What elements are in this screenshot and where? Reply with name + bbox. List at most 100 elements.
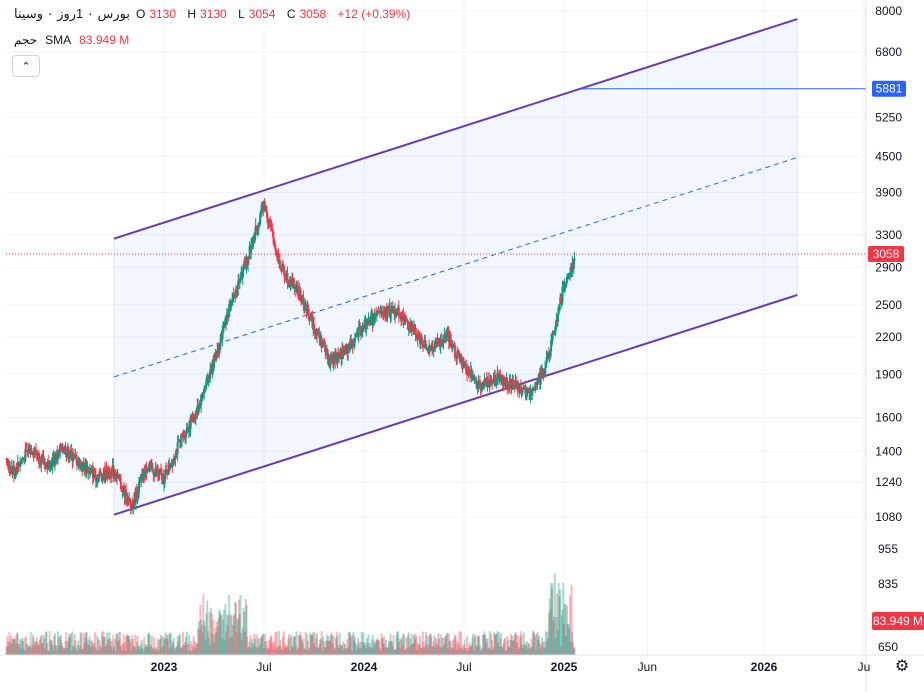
candle-body — [61, 444, 64, 452]
volume-bar — [22, 641, 25, 655]
volume-bar — [197, 628, 200, 655]
volume-bar — [406, 647, 409, 655]
volume-bar — [68, 633, 71, 655]
volume-bar — [63, 648, 65, 655]
candle-body — [338, 353, 341, 357]
volume-bar — [572, 642, 575, 655]
volume-bar — [91, 642, 94, 655]
volume-bar — [250, 638, 253, 655]
volume-bar — [36, 641, 39, 655]
parallel-channel[interactable] — [113, 18, 798, 516]
price-tick-label: 8000 — [875, 4, 902, 18]
volume-bar — [340, 645, 343, 655]
volume-bar — [27, 648, 30, 655]
volume-bar — [38, 640, 41, 655]
price-axis[interactable]: 8000 6800 5250 4500 3900 3300 2900 2500 2200 1900… — [865, 0, 902, 692]
volume-bar — [106, 640, 109, 655]
volume-bar — [171, 640, 174, 655]
candle-body — [234, 289, 237, 299]
candle-body — [418, 333, 421, 335]
volume-bar — [448, 640, 451, 655]
price-tick-label: 2500 — [875, 298, 902, 312]
volume-bar — [547, 613, 550, 655]
candle-body — [421, 343, 424, 345]
volume-bar — [397, 631, 400, 655]
candle-body — [318, 331, 321, 339]
volume-bar — [521, 644, 524, 655]
volume-bar — [165, 638, 168, 655]
volume-bar — [373, 644, 376, 655]
volume-bar — [23, 637, 26, 655]
volume-bar — [391, 645, 394, 655]
volume-bar — [31, 634, 34, 655]
volume-label: حجم — [14, 33, 38, 47]
collapse-legend-button[interactable]: ⌃ — [12, 55, 40, 77]
volume-bar — [405, 637, 408, 655]
volume-bar — [234, 601, 237, 655]
candle-body — [82, 461, 85, 466]
volume-bar — [173, 649, 176, 655]
volume-tick-label: 955 — [878, 542, 898, 556]
volume-bar — [441, 646, 444, 655]
candle-body — [175, 450, 178, 459]
volume-sma-badge — [872, 612, 924, 630]
volume-bar — [421, 641, 424, 655]
volume-bar — [525, 641, 528, 655]
volume-bar — [279, 640, 282, 655]
volume-bar — [334, 638, 337, 655]
candle-body — [125, 490, 128, 504]
candle-body — [38, 452, 40, 464]
candle-body — [401, 312, 404, 314]
channel-median-line — [113, 157, 798, 378]
volume-bar — [188, 634, 190, 655]
volume-bar — [371, 648, 374, 655]
volume-bar — [51, 644, 54, 655]
volume-bar — [111, 649, 114, 655]
volume-bar — [294, 645, 297, 655]
symbol-title[interactable]: بورس ۰ 1روز ۰ وسینا — [14, 6, 130, 21]
volume-bar — [236, 619, 239, 655]
candle-body — [553, 330, 556, 334]
volume-bar — [11, 638, 14, 655]
volume-bar — [41, 643, 44, 655]
candle-body — [93, 469, 96, 475]
candle-body — [565, 282, 568, 286]
candle-body — [515, 380, 518, 383]
candle-body — [549, 351, 552, 354]
volume-bar — [298, 635, 301, 655]
volume-bar — [355, 649, 358, 655]
volume-bar — [259, 637, 262, 655]
volume-bar — [423, 645, 426, 655]
candle-body — [495, 379, 498, 382]
volume-bar — [255, 634, 258, 655]
candle-body — [201, 393, 204, 399]
volume-bar — [321, 650, 324, 655]
candle-body — [425, 345, 428, 348]
candle-body — [107, 466, 110, 476]
sma-value: 83.949 M — [79, 33, 130, 47]
candle-body — [69, 449, 72, 456]
time-tick-label: 2023 — [151, 660, 178, 674]
candle-body — [345, 344, 348, 348]
candle-body — [402, 313, 405, 321]
volume-legend[interactable]: حجم SMA 83.949 M — [14, 33, 129, 47]
channel-upper-line — [113, 18, 798, 240]
candle-body — [169, 467, 172, 469]
candle-body — [357, 327, 360, 337]
volume-bar — [325, 634, 328, 655]
candle-body — [150, 462, 153, 467]
time-tick-label: Ju — [858, 660, 871, 674]
candle-body — [388, 305, 391, 317]
volume-bar — [9, 636, 12, 655]
volume-bar — [309, 634, 312, 655]
candle-body — [362, 325, 365, 327]
chart-settings-button[interactable]: ⚙ — [892, 656, 912, 676]
volume-bar — [404, 649, 407, 655]
volume-bar — [504, 650, 507, 655]
candle-body — [563, 284, 566, 290]
time-axis[interactable]: 20222023Jul2024Jul2025Jun2026Ju — [0, 654, 924, 674]
candle-body — [550, 340, 553, 352]
volume-bar — [360, 631, 363, 655]
volume-bar — [403, 634, 406, 655]
